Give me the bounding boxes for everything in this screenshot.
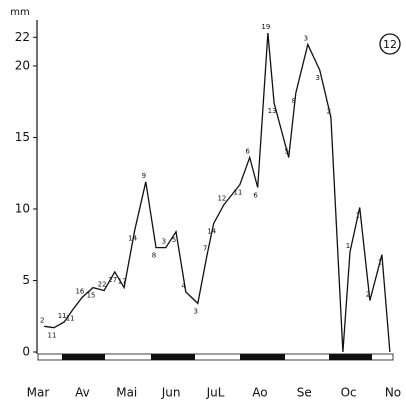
point-label: 11	[58, 312, 67, 320]
point-label: 11	[66, 315, 75, 323]
point-label: 6	[245, 147, 250, 155]
y-tick-label: 5	[22, 273, 30, 287]
point-label: 15	[87, 292, 96, 300]
point-label: 22	[98, 280, 107, 288]
point-label: 5	[172, 236, 176, 244]
point-label: 4	[182, 282, 187, 290]
point-label: 27	[108, 276, 117, 284]
point-label: 1	[378, 259, 382, 267]
y-tick-label: 22	[15, 30, 30, 44]
point-label: 1	[355, 212, 359, 220]
point-label: 5	[284, 147, 288, 155]
x-tick-label: No	[385, 386, 401, 400]
y-tick-label: 0	[22, 345, 30, 359]
point-label: 9	[142, 172, 146, 180]
point-label: 11	[48, 332, 57, 340]
point-label: 8	[152, 252, 156, 260]
line	[44, 32, 391, 353]
x-tick-label: JuL	[206, 386, 225, 400]
point-label: 3	[194, 307, 198, 315]
point-label: 3	[162, 238, 166, 246]
point-label: 8	[292, 97, 296, 105]
point-label: 13	[268, 107, 277, 115]
point-label: 19	[261, 23, 270, 31]
annotation-circle	[379, 33, 401, 55]
y-tick-label: 20	[15, 58, 30, 72]
x-tick-label: Jun	[161, 386, 181, 400]
x-tick-label: Mai	[116, 386, 137, 400]
y-axis-label: mm	[10, 7, 29, 18]
point-label: 17	[118, 278, 127, 286]
point-label: 3	[316, 74, 320, 82]
point-label: 11	[233, 189, 242, 197]
point-label: 14	[128, 234, 137, 242]
point-label: 3	[304, 34, 308, 42]
point-label: 16	[75, 288, 84, 296]
x-tick-label: Mar	[27, 386, 50, 400]
point-label: 14	[207, 227, 216, 235]
point-label: 2	[366, 291, 370, 299]
point-label: 2	[40, 316, 44, 324]
x-tick-label: Ao	[252, 386, 267, 400]
x-tick-label: Oc	[341, 386, 357, 400]
y-tick-label: 10	[15, 201, 30, 215]
point-label: 1	[346, 242, 350, 250]
x-tick-label: Se	[297, 386, 312, 400]
point-label: 2	[327, 107, 331, 115]
point-label: 7	[203, 245, 207, 253]
y-tick-label: 15	[15, 130, 30, 144]
point-label: 12	[217, 195, 226, 203]
annotation: 12	[383, 38, 397, 51]
point-label: 6	[253, 192, 258, 200]
season-bar	[37, 353, 394, 361]
x-tick-label: Av	[75, 386, 90, 400]
